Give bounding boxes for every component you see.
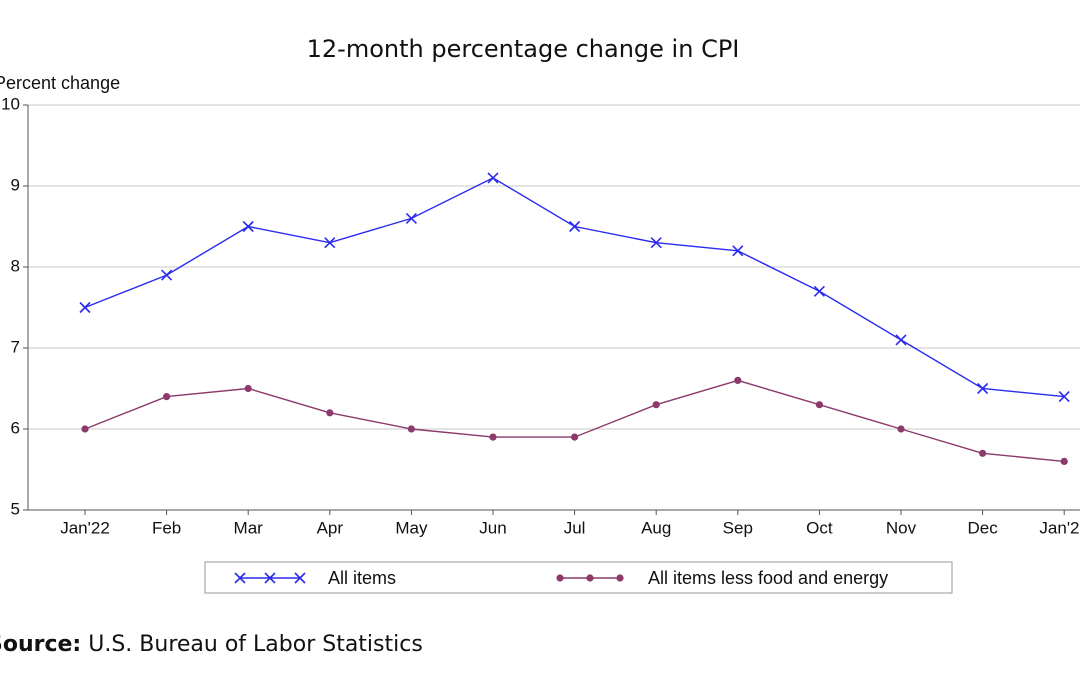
series-line	[84, 177, 1065, 398]
point	[405, 212, 417, 224]
x-tick-label: Jan'22	[60, 518, 110, 537]
point	[489, 433, 497, 441]
x-marker	[1058, 391, 1070, 403]
point	[163, 393, 171, 401]
x-marker	[79, 301, 91, 314]
legend-box	[204, 561, 953, 594]
x-marker	[294, 572, 306, 584]
y-tick-label: 7	[11, 337, 20, 356]
legend-marker	[234, 572, 246, 584]
point	[79, 301, 91, 314]
x-tick-label: Mar	[234, 518, 264, 537]
legend-marker	[556, 574, 564, 582]
legend-marker	[616, 574, 624, 582]
x-tick-label: Nov	[886, 518, 917, 537]
point	[652, 401, 660, 409]
point	[1058, 391, 1070, 403]
source: Source: U.S. Bureau of Labor Statistics	[0, 632, 423, 657]
point	[977, 382, 989, 395]
point	[734, 376, 742, 384]
x-marker	[895, 334, 907, 346]
y-tick-label: 10	[1, 94, 20, 113]
point	[161, 269, 173, 281]
point	[897, 425, 905, 433]
point	[650, 237, 662, 249]
legend-marker	[294, 572, 306, 584]
point	[1060, 457, 1068, 465]
x-tick-label: Feb	[152, 518, 181, 537]
y-tick-label: 8	[11, 256, 20, 275]
x-marker	[264, 572, 276, 584]
chart-title: 12-month percentage change in CPI	[307, 35, 740, 63]
point	[732, 245, 744, 257]
point	[571, 433, 579, 441]
point	[244, 384, 252, 393]
point	[81, 425, 89, 433]
x-marker	[569, 220, 581, 233]
x-marker	[161, 269, 173, 281]
x-tick-label: Jul	[564, 518, 586, 537]
point	[569, 220, 581, 233]
point	[895, 334, 907, 346]
source-label: Source:	[0, 632, 81, 657]
x-marker	[234, 572, 246, 584]
x-tick-label: Oct	[806, 518, 833, 537]
legend-label: All items	[328, 568, 396, 588]
point	[813, 285, 825, 297]
x-marker	[813, 285, 825, 297]
x-tick-label: Aug	[641, 518, 671, 537]
point	[324, 237, 336, 249]
x-marker	[405, 212, 417, 224]
point	[979, 449, 987, 457]
x-marker	[977, 382, 989, 395]
x-tick-label: Jan'23	[1039, 518, 1080, 537]
series-line	[84, 379, 1065, 463]
x-marker	[732, 245, 744, 257]
x-tick-label: Jun	[479, 518, 506, 537]
x-tick-label: Sep	[723, 518, 753, 537]
x-marker	[487, 172, 499, 184]
point	[242, 220, 254, 233]
x-tick-label: May	[395, 518, 428, 537]
x-marker	[650, 237, 662, 249]
point	[815, 401, 824, 409]
y-tick-label: 9	[11, 175, 20, 194]
y-tick-label: 6	[11, 418, 20, 437]
x-marker	[324, 237, 336, 249]
point	[326, 409, 334, 417]
y-tick-label: 5	[11, 499, 20, 518]
x-tick-label: Apr	[317, 518, 344, 537]
source-text: U.S. Bureau of Labor Statistics	[88, 632, 423, 657]
x-tick-label: Dec	[967, 518, 998, 537]
legend-label: All items less food and energy	[648, 568, 888, 588]
y-axis-label: Percent change	[0, 73, 120, 93]
point	[487, 172, 499, 184]
x-marker	[242, 220, 254, 233]
legend-marker	[586, 574, 594, 582]
legend-marker	[264, 572, 276, 584]
point	[407, 425, 415, 433]
